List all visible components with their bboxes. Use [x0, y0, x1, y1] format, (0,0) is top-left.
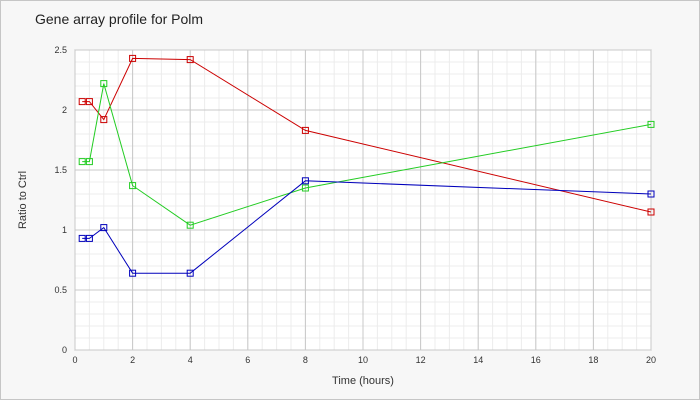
- x-tick-label: 20: [646, 355, 656, 365]
- data-point-marker: [100, 80, 108, 88]
- data-point-marker: [129, 269, 137, 277]
- data-point-marker: [100, 116, 108, 124]
- series-2: [78, 80, 655, 229]
- y-axis-ticks: 0 0.5 1 1.5 2 2.5: [54, 45, 67, 355]
- data-point-marker: [129, 182, 137, 190]
- chart-title: Gene array profile for Polm: [35, 11, 204, 27]
- data-point-marker: [301, 184, 309, 192]
- data-point-marker: [100, 224, 108, 232]
- data-point-marker: [647, 120, 655, 128]
- y-tick-label: 0.5: [54, 285, 67, 295]
- y-tick-label: 1: [62, 225, 67, 235]
- data-point-marker: [78, 98, 86, 106]
- data-point-marker: [129, 54, 137, 62]
- series-line: [82, 180, 652, 274]
- series-1: [78, 54, 655, 216]
- series-layer: [78, 54, 655, 277]
- y-tick-label: 0: [62, 345, 67, 355]
- x-tick-label: 0: [72, 355, 77, 365]
- series-line: [82, 57, 652, 213]
- data-point-marker: [186, 221, 194, 229]
- y-tick-label: 2.5: [54, 45, 67, 55]
- x-tick-label: 18: [588, 355, 598, 365]
- x-tick-label: 10: [358, 355, 368, 365]
- data-point-marker: [78, 234, 86, 242]
- data-point-marker: [85, 234, 93, 242]
- data-point-marker: [647, 190, 655, 198]
- x-tick-label: 2: [130, 355, 135, 365]
- x-tick-label: 14: [473, 355, 483, 365]
- series-3: [78, 177, 655, 277]
- x-tick-label: 16: [531, 355, 541, 365]
- y-tick-label: 2: [62, 105, 67, 115]
- data-point-marker: [186, 56, 194, 64]
- data-point-marker: [85, 158, 93, 166]
- y-tick-label: 1.5: [54, 165, 67, 175]
- x-axis-title: Time (hours): [332, 375, 394, 387]
- data-point-marker: [647, 208, 655, 216]
- x-tick-label: 4: [188, 355, 193, 365]
- x-axis-ticks: 0 2 4 6 8 10 12 14 16 18 20: [72, 355, 656, 365]
- data-point-marker: [78, 158, 86, 166]
- x-tick-label: 6: [245, 355, 250, 365]
- data-point-marker: [301, 177, 309, 185]
- x-tick-label: 12: [416, 355, 426, 365]
- data-point-marker: [186, 269, 194, 277]
- series-line: [82, 83, 652, 226]
- data-point-marker: [85, 98, 93, 106]
- data-point-marker: [301, 126, 309, 134]
- major-grid: [74, 49, 652, 351]
- y-axis-title: Ratio to Ctrl: [17, 171, 29, 229]
- x-tick-label: 8: [303, 355, 308, 365]
